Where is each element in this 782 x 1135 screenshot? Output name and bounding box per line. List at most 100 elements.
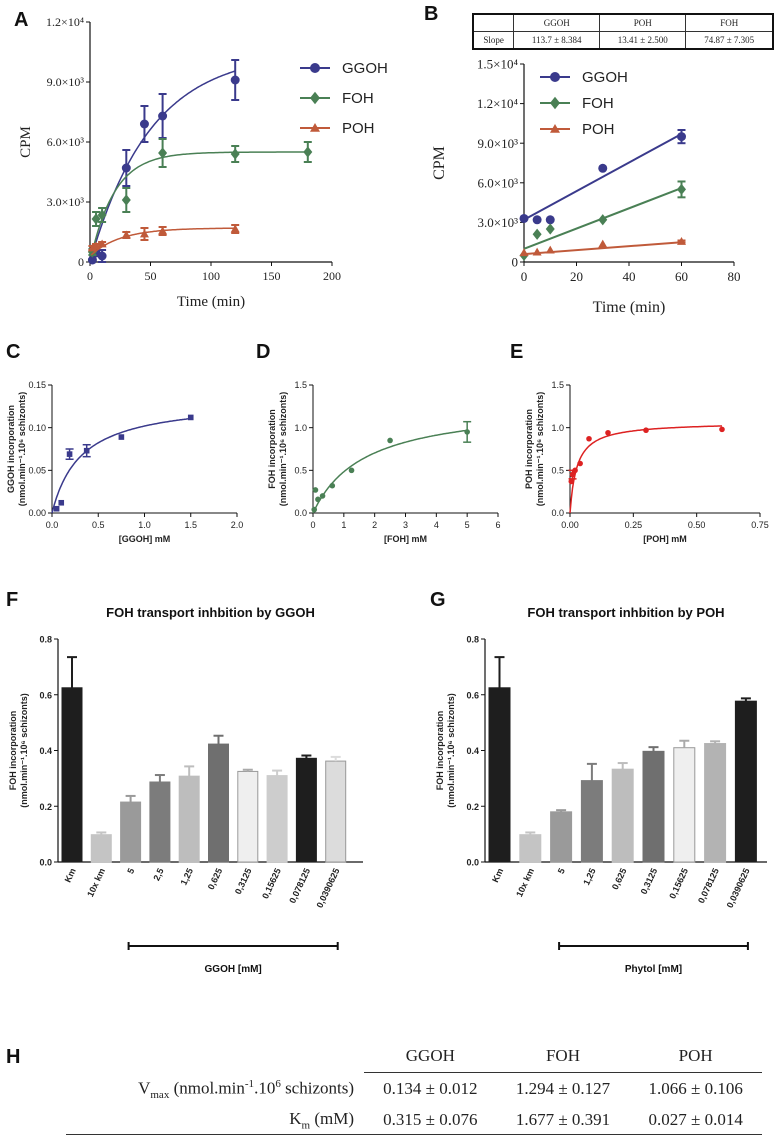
legend-label: POH xyxy=(342,120,375,137)
slope-header-poh: POH xyxy=(599,13,687,32)
data-point xyxy=(158,111,168,121)
y-tick-label: 0.0 xyxy=(551,508,564,518)
y-axis-label: (nmol.min⁻¹.10⁶ schizonts) xyxy=(446,693,456,807)
y-axis-label: (nmol.min⁻¹.10⁶ schizonts) xyxy=(17,392,27,506)
legend-marker xyxy=(310,123,320,132)
y-axis-label: FOH incorporation xyxy=(435,711,445,791)
y-tick-label: 0.0 xyxy=(294,508,307,518)
bar xyxy=(673,747,696,863)
chart-e: 0.00 0.25 0.50 0.75 0.0 0.5 1.0 1.5 [POH] mM POH … xyxy=(524,380,769,544)
x-tick-label: 0.00 xyxy=(561,520,579,530)
fit-curve xyxy=(51,417,191,514)
data-point xyxy=(118,434,125,440)
data-point xyxy=(545,223,555,235)
kinetics-header-foh: FOH xyxy=(496,1044,630,1073)
y-tick-label: 1.5 xyxy=(294,380,307,390)
x-tick-label: 0,0390625 xyxy=(314,867,341,910)
y-tick-label: 0.8 xyxy=(39,635,52,645)
data-point xyxy=(545,215,555,225)
y-tick-label: 0.4 xyxy=(39,746,52,756)
data-point xyxy=(586,435,592,442)
bar xyxy=(178,775,200,863)
data-point xyxy=(158,226,168,235)
bar xyxy=(90,834,112,863)
kinetics-cell: 0.134 ± 0.012 xyxy=(383,1079,478,1099)
panel-letter-a: A xyxy=(14,9,28,31)
chart-title: FOH transport inhbition by POH xyxy=(527,605,724,620)
slope-table: GGOH POH FOH Slope 113.7 ± 8.384 13.41 ±… xyxy=(472,13,775,50)
data-point xyxy=(643,427,649,434)
slope-header-foh: FOH xyxy=(685,13,775,32)
x-tick-label: 60 xyxy=(675,269,688,284)
y-tick-label: 0.5 xyxy=(294,465,307,475)
y-tick-label: 9.0×10³ xyxy=(47,75,85,89)
y-tick-label: 1.2×10⁴ xyxy=(46,15,84,29)
figure-canvas: A B C D E F G H 0 50 100 150 20003.0×10³6.0×… xyxy=(6,3,769,1068)
data-point xyxy=(545,245,555,254)
y-tick-label: 9.0×10³ xyxy=(478,136,519,151)
legend-marker xyxy=(550,72,560,82)
y-tick-label: 0.4 xyxy=(466,746,479,756)
bracket-label: GGOH [mM] xyxy=(205,964,262,975)
data-point xyxy=(329,482,336,489)
y-tick-label: 0.2 xyxy=(39,802,52,812)
data-point xyxy=(598,163,608,173)
panel-letter-d: D xyxy=(256,341,270,363)
x-tick-label: 3 xyxy=(403,520,408,530)
y-tick-label: 0.5 xyxy=(551,465,564,475)
data-point xyxy=(139,119,149,129)
fit-curve xyxy=(312,429,468,514)
bar xyxy=(550,811,573,863)
y-axis-label: POH incorporation xyxy=(524,409,534,489)
data-point xyxy=(303,146,313,158)
data-point xyxy=(719,426,725,433)
bar xyxy=(237,770,259,863)
bar xyxy=(208,743,229,863)
data-point xyxy=(605,429,611,436)
data-point xyxy=(230,75,240,85)
y-tick-label: 0.6 xyxy=(39,690,52,700)
y-tick-label: 1.5 xyxy=(551,380,564,390)
data-point xyxy=(230,148,240,160)
kinetics-cell: 1.677 ± 0.391 xyxy=(496,1103,630,1135)
y-tick-label: 1.2×10⁴ xyxy=(477,96,519,111)
y-axis-label: (nmol.min⁻¹.10⁶ schizonts) xyxy=(278,392,288,506)
y-axis-label: FOH incorporation xyxy=(8,711,18,791)
x-tick-label: 1.5 xyxy=(184,520,197,530)
x-tick-label: 0,15625 xyxy=(667,867,690,901)
data-point xyxy=(97,251,107,261)
legend-label: GGOH xyxy=(582,69,628,86)
bar xyxy=(642,750,665,863)
bar xyxy=(325,760,347,863)
x-tick-label: 150 xyxy=(263,269,281,283)
bar xyxy=(266,775,288,863)
data-point xyxy=(312,487,319,493)
y-tick-label: 0 xyxy=(78,255,84,269)
bar xyxy=(488,687,511,863)
data-point xyxy=(568,478,575,485)
x-tick-label: 0,3125 xyxy=(639,867,660,896)
data-point xyxy=(348,467,355,474)
x-tick-label: 0.25 xyxy=(625,520,643,530)
data-point xyxy=(519,248,529,257)
x-tick-label: 0,3125 xyxy=(233,867,254,896)
data-point xyxy=(532,247,542,256)
bar xyxy=(734,700,757,863)
x-tick-label: 0.5 xyxy=(92,520,105,530)
data-point xyxy=(187,414,194,421)
panel-letter-f: F xyxy=(6,589,18,611)
legend-marker xyxy=(550,124,560,133)
legend-label: GGOH xyxy=(342,60,388,77)
kinetics-row-km: Km (mM) 0.315 ± 0.076 1.677 ± 0.391 0.02… xyxy=(66,1103,762,1135)
x-tick-label: 0.75 xyxy=(751,520,769,530)
chart-a: 0 50 100 150 200 0 3.0×10³ 6.0×10³ 9.0×10³ 1.2×10… xyxy=(18,15,388,310)
slope-header-ggoh: GGOH xyxy=(513,13,601,32)
y-tick-label: 1.5×10⁴ xyxy=(477,57,519,72)
chart-c: 0.0 0.5 1.0 1.5 2.0 0.00 0.05 0.10 0.15 [GGOH] mM… xyxy=(6,380,243,544)
x-tick-label: 80 xyxy=(728,269,741,284)
x-tick-label: 0,625 xyxy=(206,867,225,892)
legend-label: FOH xyxy=(342,90,374,107)
fit-curve xyxy=(569,425,722,514)
data-point xyxy=(158,147,168,159)
data-point xyxy=(83,447,90,454)
